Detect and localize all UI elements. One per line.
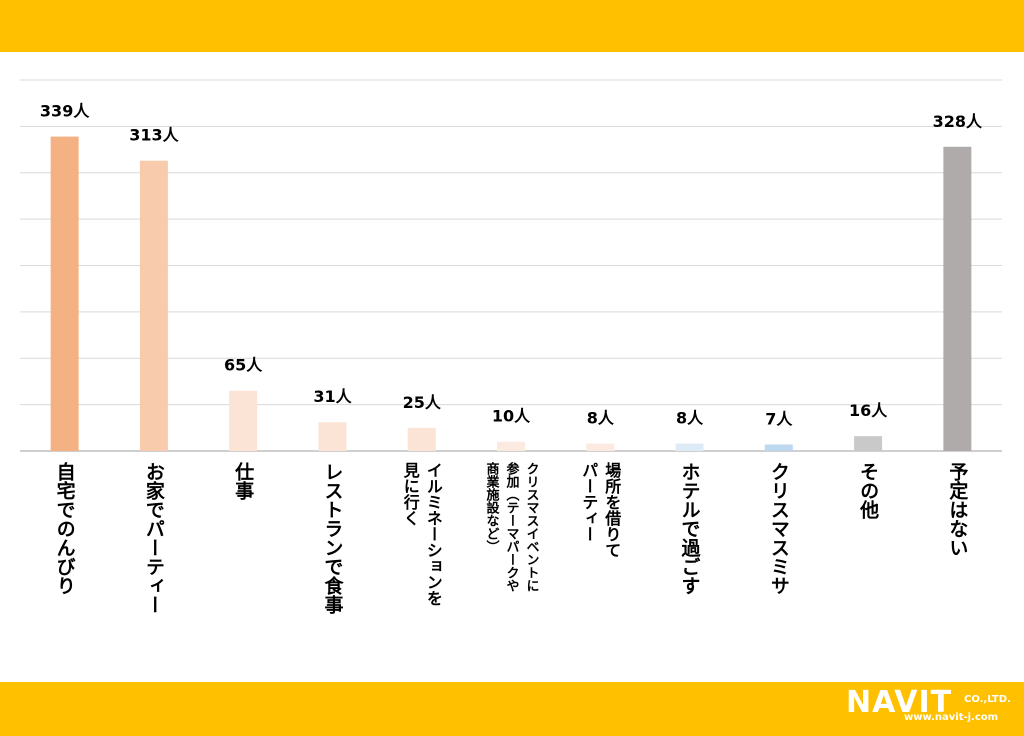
data-label: 328人 (933, 112, 983, 131)
category-label: お家でパーティー (143, 462, 165, 614)
bar (139, 160, 168, 451)
logo-url: www.navit-j.com (904, 712, 999, 723)
data-label: 7人 (765, 410, 793, 429)
category-label: クリスマスイベントに (524, 462, 540, 592)
category-label: クリスマスミサ (768, 462, 790, 595)
bar (497, 441, 525, 451)
data-label: 8人 (676, 409, 704, 428)
category-label: ホテルで過ごす (679, 462, 701, 595)
category-label: 自宅でのんびり (54, 461, 76, 595)
bar (586, 443, 615, 451)
category-label: その他 (857, 462, 880, 519)
data-label: 65人 (224, 356, 263, 375)
data-label: 313人 (129, 126, 179, 145)
category-label: 商業施設など） (484, 461, 501, 553)
category-label: 見に行く (401, 462, 421, 526)
bar (229, 390, 258, 451)
category-label: イルミネーションを (424, 462, 443, 606)
bar (407, 427, 436, 451)
bar (318, 422, 347, 451)
data-label: 8人 (587, 409, 615, 428)
bar (854, 436, 883, 451)
category-label: パーティー (579, 462, 598, 542)
bottom-banner (0, 682, 1024, 736)
bar (943, 146, 972, 451)
category-label: 参加（テーマパークや (504, 461, 521, 592)
category-label: レストランで食事 (321, 462, 343, 615)
bar (764, 444, 793, 451)
data-label: 10人 (492, 407, 531, 426)
category-label: 予定はない (946, 462, 968, 557)
data-label: 31人 (313, 387, 352, 406)
data-label: 16人 (849, 401, 888, 420)
category-label: 場所を借りて (602, 462, 622, 558)
logo-text: NAVIT (846, 685, 953, 720)
company-logo: NAVIT CO.,LTD. www.navit-j.com (846, 686, 1018, 730)
data-label: 339人 (40, 102, 90, 121)
logo-suffix: CO.,LTD. (964, 694, 1011, 705)
data-label: 25人 (403, 393, 442, 412)
bar (50, 136, 79, 451)
category-label: 仕事 (232, 461, 255, 501)
bar (675, 443, 704, 451)
top-banner (0, 0, 1024, 52)
